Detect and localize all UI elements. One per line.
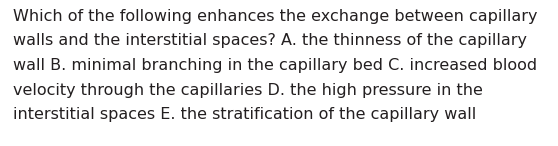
- Text: interstitial spaces E. the stratification of the capillary wall: interstitial spaces E. the stratificatio…: [13, 107, 476, 122]
- Text: velocity through the capillaries D. the high pressure in the: velocity through the capillaries D. the …: [13, 82, 483, 98]
- Text: wall B. minimal branching in the capillary bed C. increased blood: wall B. minimal branching in the capilla…: [13, 58, 537, 73]
- Text: Which of the following enhances the exchange between capillary: Which of the following enhances the exch…: [13, 9, 537, 24]
- Text: walls and the interstitial spaces? A. the thinness of the capillary: walls and the interstitial spaces? A. th…: [13, 33, 527, 48]
